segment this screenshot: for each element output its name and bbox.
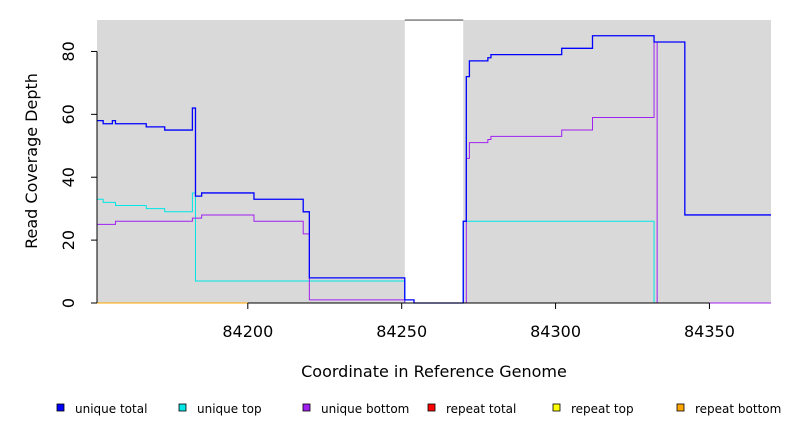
gap-region	[404, 21, 464, 303]
y-axis: 0 20 40 60 80	[59, 41, 98, 308]
y-tick-label: 80	[59, 41, 78, 61]
legend-swatch-repeat-top	[552, 403, 561, 412]
legend-label-unique-bottom: unique bottom	[321, 402, 409, 416]
legend-swatch-unique-total	[56, 403, 65, 412]
series-line-unique-total	[97, 35, 771, 304]
x-axis-title: Coordinate in Reference Genome	[301, 362, 567, 381]
x-tick-label: 84300	[530, 322, 581, 341]
legend-label-repeat-bottom: repeat bottom	[695, 402, 781, 416]
x-axis: 84200 84250 84300 84350	[222, 302, 735, 341]
legend-swatch-unique-top	[178, 403, 187, 412]
series-line-unique-bottom	[97, 41, 771, 304]
legend-swatch-repeat-bottom	[676, 403, 685, 412]
plot-background	[97, 19, 771, 303]
y-tick-label: 40	[59, 167, 78, 187]
legend-label-repeat-total: repeat total	[446, 402, 516, 416]
x-tick-label: 84250	[376, 322, 427, 341]
y-axis-title: Read Coverage Depth	[22, 73, 41, 249]
legend-swatch-unique-bottom	[302, 403, 311, 412]
legend-label-repeat-top: repeat top	[571, 402, 634, 416]
legend: unique total unique top unique bottom repea…	[56, 402, 781, 416]
y-tick-label: 60	[59, 104, 78, 124]
y-tick-label: 20	[59, 230, 78, 250]
legend-swatch-repeat-total	[427, 403, 436, 412]
x-tick-label: 84200	[222, 322, 273, 341]
legend-label-unique-top: unique top	[197, 402, 262, 416]
legend-label-unique-total: unique total	[75, 402, 147, 416]
x-tick-label: 84350	[684, 322, 735, 341]
y-tick-label: 0	[59, 298, 78, 308]
